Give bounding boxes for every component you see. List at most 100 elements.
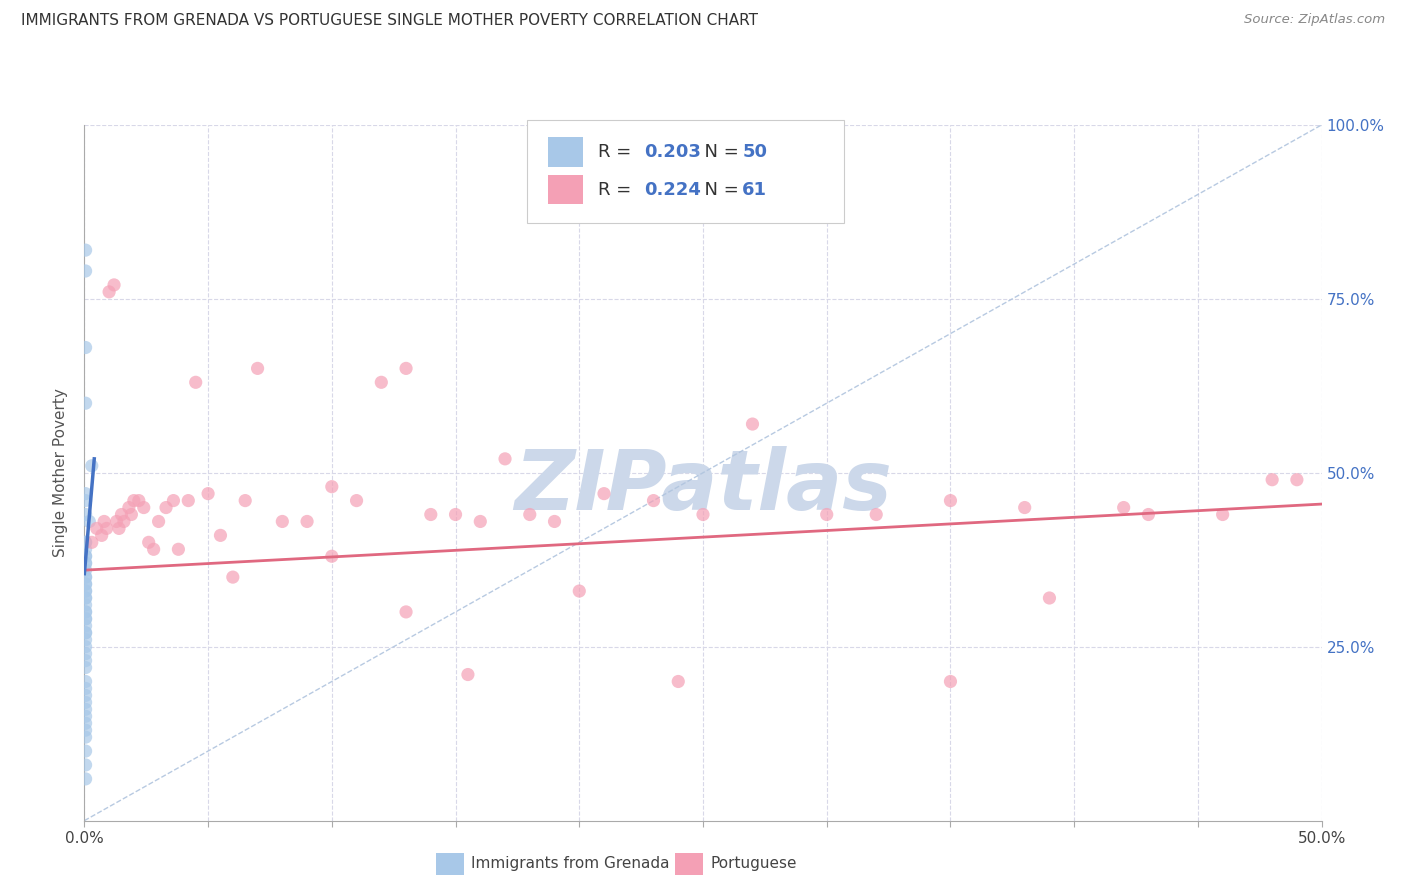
Point xyxy=(75,625,97,640)
Text: IMMIGRANTS FROM GRENADA VS PORTUGUESE SINGLE MOTHER POVERTY CORRELATION CHART: IMMIGRANTS FROM GRENADA VS PORTUGUESE SI… xyxy=(21,13,758,29)
Point xyxy=(815,508,838,522)
Point xyxy=(370,376,392,390)
Point xyxy=(666,674,689,689)
Point xyxy=(75,654,97,668)
Point xyxy=(155,500,177,515)
Point xyxy=(75,535,97,549)
Point xyxy=(865,508,887,522)
Point xyxy=(75,556,97,570)
Point xyxy=(112,515,135,529)
Point xyxy=(75,584,97,599)
Point xyxy=(75,612,97,626)
Point xyxy=(75,486,97,500)
Point xyxy=(75,619,97,633)
Point xyxy=(519,508,541,522)
Point xyxy=(419,508,441,522)
Point xyxy=(1212,508,1234,522)
Text: R =: R = xyxy=(598,143,637,161)
Point xyxy=(75,702,97,716)
Point xyxy=(1285,473,1308,487)
Point xyxy=(75,709,97,723)
Point xyxy=(75,577,97,591)
Point xyxy=(132,500,155,515)
Point xyxy=(1261,473,1284,487)
Point xyxy=(233,493,256,508)
Text: R =: R = xyxy=(598,180,637,199)
Point xyxy=(75,605,97,619)
Point xyxy=(75,243,97,257)
Point xyxy=(75,556,97,570)
Point xyxy=(75,660,97,674)
Text: N =: N = xyxy=(693,180,745,199)
Point xyxy=(128,493,150,508)
Point xyxy=(75,396,97,410)
Text: ZIPatlas: ZIPatlas xyxy=(515,446,891,527)
Point xyxy=(692,508,714,522)
Point xyxy=(75,549,97,564)
Point xyxy=(209,528,232,542)
Point xyxy=(75,758,97,772)
Point xyxy=(75,647,97,661)
Point xyxy=(75,535,97,549)
Point xyxy=(184,376,207,390)
Point xyxy=(75,549,97,564)
Point xyxy=(222,570,245,584)
Point xyxy=(643,493,665,508)
Point xyxy=(457,667,479,681)
Point xyxy=(103,277,125,292)
Point xyxy=(75,612,97,626)
Point xyxy=(122,493,145,508)
Point xyxy=(295,515,318,529)
Point xyxy=(271,515,294,529)
Point xyxy=(321,549,343,564)
Point xyxy=(75,730,97,744)
Point xyxy=(90,528,112,542)
Point xyxy=(108,521,131,535)
Point xyxy=(75,598,97,612)
Point xyxy=(568,584,591,599)
Point xyxy=(75,640,97,654)
Point xyxy=(939,493,962,508)
Point xyxy=(444,508,467,522)
Point xyxy=(939,674,962,689)
Point xyxy=(75,570,97,584)
Point xyxy=(80,458,103,473)
Point xyxy=(321,480,343,494)
Point xyxy=(75,341,97,355)
Point xyxy=(75,716,97,731)
Point xyxy=(138,535,160,549)
Text: 0.203: 0.203 xyxy=(644,143,700,161)
Point xyxy=(110,508,132,522)
Point xyxy=(75,577,97,591)
Point xyxy=(593,486,616,500)
Point xyxy=(98,285,121,299)
Point xyxy=(118,500,141,515)
Point xyxy=(75,264,97,278)
Text: 0.224: 0.224 xyxy=(644,180,700,199)
Point xyxy=(93,515,115,529)
Text: Source: ZipAtlas.com: Source: ZipAtlas.com xyxy=(1244,13,1385,27)
Point xyxy=(96,521,118,535)
Point xyxy=(75,570,97,584)
Point xyxy=(75,605,97,619)
Text: 50: 50 xyxy=(742,143,768,161)
Text: Immigrants from Grenada: Immigrants from Grenada xyxy=(471,856,669,871)
Point xyxy=(197,486,219,500)
Point xyxy=(148,515,170,529)
Point xyxy=(120,508,142,522)
Point xyxy=(75,584,97,599)
Point xyxy=(75,723,97,738)
Point xyxy=(75,508,97,522)
Point xyxy=(75,493,97,508)
Point xyxy=(75,681,97,696)
Point xyxy=(1137,508,1160,522)
Point xyxy=(470,515,492,529)
Point xyxy=(346,493,368,508)
Point xyxy=(162,493,184,508)
Point xyxy=(86,521,108,535)
Point xyxy=(494,451,516,466)
Point xyxy=(75,563,97,577)
Point xyxy=(75,591,97,605)
Point xyxy=(75,542,97,557)
Y-axis label: Single Mother Poverty: Single Mother Poverty xyxy=(53,388,69,558)
